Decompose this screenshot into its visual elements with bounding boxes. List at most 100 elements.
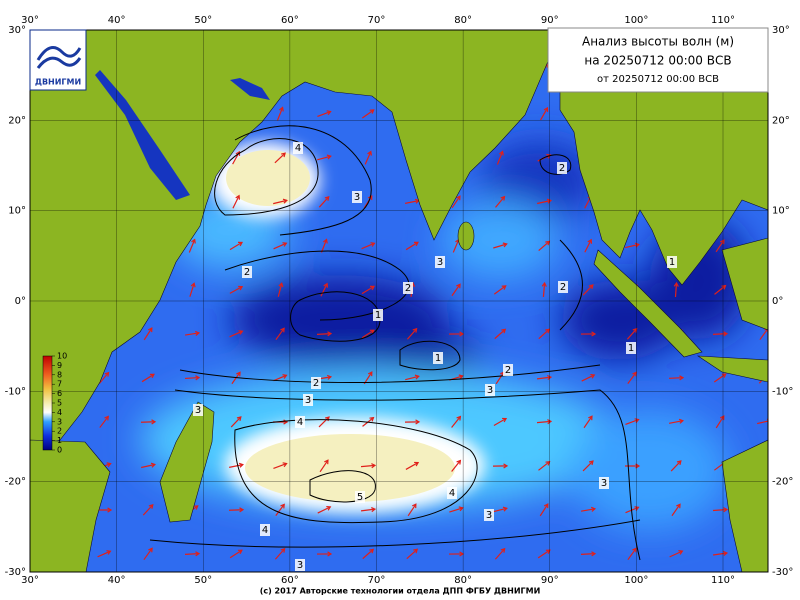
arrow-shaft bbox=[582, 284, 594, 296]
lat-label-left: -30° bbox=[5, 567, 26, 578]
arrow-head bbox=[413, 241, 419, 247]
arrow-head bbox=[673, 281, 679, 287]
arrow-shaft bbox=[494, 548, 506, 560]
arrow-shaft bbox=[320, 283, 328, 297]
arrow-head bbox=[148, 504, 154, 509]
colorbar-label: 10 bbox=[57, 352, 67, 361]
arrow-head bbox=[323, 238, 328, 244]
issue-date: от 20250712 00:00 ВСВ bbox=[597, 74, 719, 85]
arrow-head bbox=[369, 109, 375, 114]
arrow-head bbox=[148, 547, 153, 553]
contour-label-bg bbox=[626, 342, 636, 354]
arrow-head bbox=[499, 150, 504, 156]
contour-label-bg bbox=[193, 404, 203, 416]
contour-label: 3 bbox=[305, 395, 311, 406]
contour-label-bg bbox=[599, 477, 609, 489]
arrow-shaft bbox=[669, 420, 683, 424]
arrow-shaft bbox=[493, 243, 507, 249]
contour-label: 2 bbox=[559, 163, 565, 174]
arrow-head bbox=[324, 459, 329, 465]
contour-label-bg bbox=[295, 559, 305, 571]
arrow-head bbox=[370, 285, 376, 291]
colorbar-label: 1 bbox=[57, 436, 62, 445]
colorbar-label: 7 bbox=[57, 380, 62, 389]
arrow-head bbox=[415, 419, 421, 425]
arrow-shaft bbox=[274, 152, 286, 164]
arrow-shaft bbox=[407, 503, 417, 517]
arrow-head bbox=[635, 463, 641, 469]
arrow-shaft bbox=[405, 375, 419, 381]
title: Анализ высоты волн (м) bbox=[582, 35, 734, 49]
arrow-shaft bbox=[712, 552, 728, 556]
lat-label-left: 20° bbox=[8, 115, 26, 126]
arrow-shaft bbox=[405, 200, 419, 204]
arrow-head bbox=[678, 418, 685, 424]
contour-label-bg bbox=[355, 491, 365, 503]
arrow-head bbox=[632, 547, 637, 553]
contour-label: 2 bbox=[405, 283, 411, 294]
contour-label-bg bbox=[403, 282, 413, 294]
arrow-head bbox=[547, 374, 553, 381]
arrow-shaft bbox=[451, 195, 461, 209]
arrow-head bbox=[634, 506, 640, 511]
arrow-shaft bbox=[273, 463, 287, 469]
arrow-shaft bbox=[580, 553, 596, 555]
arrow-shaft bbox=[189, 283, 195, 297]
contour-label-bg bbox=[311, 377, 321, 389]
contour-label-bg bbox=[485, 384, 495, 396]
lat-label-right: 20° bbox=[772, 115, 790, 126]
arrow-head bbox=[547, 419, 553, 425]
arrow-head bbox=[501, 285, 507, 290]
arrow-shaft bbox=[361, 285, 375, 295]
arrow-head bbox=[413, 548, 419, 554]
arrow-head bbox=[543, 106, 549, 112]
colorbar-label: 6 bbox=[57, 389, 62, 398]
arrow-head bbox=[191, 238, 196, 244]
arrow-shaft bbox=[406, 548, 418, 560]
arrow-head bbox=[193, 505, 199, 510]
arrow-head bbox=[151, 419, 157, 425]
contour-label: 2 bbox=[505, 365, 511, 376]
graticule: 30°30°40°40°50°50°60°60°70°70°80°80°90°9… bbox=[5, 15, 794, 586]
arrow-shaft bbox=[184, 552, 200, 556]
lat-label-right: 0° bbox=[772, 296, 783, 307]
arrow-shaft bbox=[540, 107, 548, 121]
lat-label-left: -20° bbox=[5, 477, 26, 488]
arrow-head bbox=[456, 415, 462, 421]
contour-label: 1 bbox=[375, 310, 381, 321]
arrow-head bbox=[369, 329, 375, 335]
arrow-shaft bbox=[275, 504, 285, 516]
arrow-head bbox=[323, 282, 329, 288]
contour-label-bg bbox=[303, 394, 313, 406]
lon-label-bottom: 100° bbox=[624, 575, 648, 586]
contour-label: 3 bbox=[601, 478, 607, 489]
arrow-shaft bbox=[318, 196, 330, 208]
arrow-head bbox=[371, 463, 377, 469]
colorbar-label: 8 bbox=[57, 370, 62, 379]
contour-label-bg bbox=[373, 309, 383, 321]
arrow-head bbox=[588, 415, 593, 421]
arrow-shaft bbox=[538, 461, 550, 471]
arrow-head bbox=[195, 551, 201, 557]
arrow-head bbox=[147, 327, 153, 333]
arrow-head bbox=[195, 375, 201, 381]
arrow-shaft bbox=[449, 507, 463, 513]
arrow-head bbox=[588, 460, 594, 466]
contour-label: 3 bbox=[195, 405, 201, 416]
arrow-head bbox=[282, 242, 288, 247]
arrow-shaft bbox=[493, 507, 507, 513]
colorbar-label: 5 bbox=[57, 399, 62, 408]
arrow-head bbox=[150, 462, 156, 468]
arrow-shaft bbox=[538, 240, 550, 252]
arrow-head bbox=[678, 550, 684, 555]
arrow-head bbox=[543, 503, 549, 509]
contour-label-bg bbox=[433, 352, 443, 364]
arrow-shaft bbox=[360, 508, 376, 512]
colorbar-label: 3 bbox=[57, 417, 62, 426]
lat-label-right: -30° bbox=[772, 567, 793, 578]
arrow-head bbox=[236, 371, 241, 377]
contour-label-bg bbox=[260, 524, 270, 536]
arrow-head bbox=[587, 238, 593, 244]
